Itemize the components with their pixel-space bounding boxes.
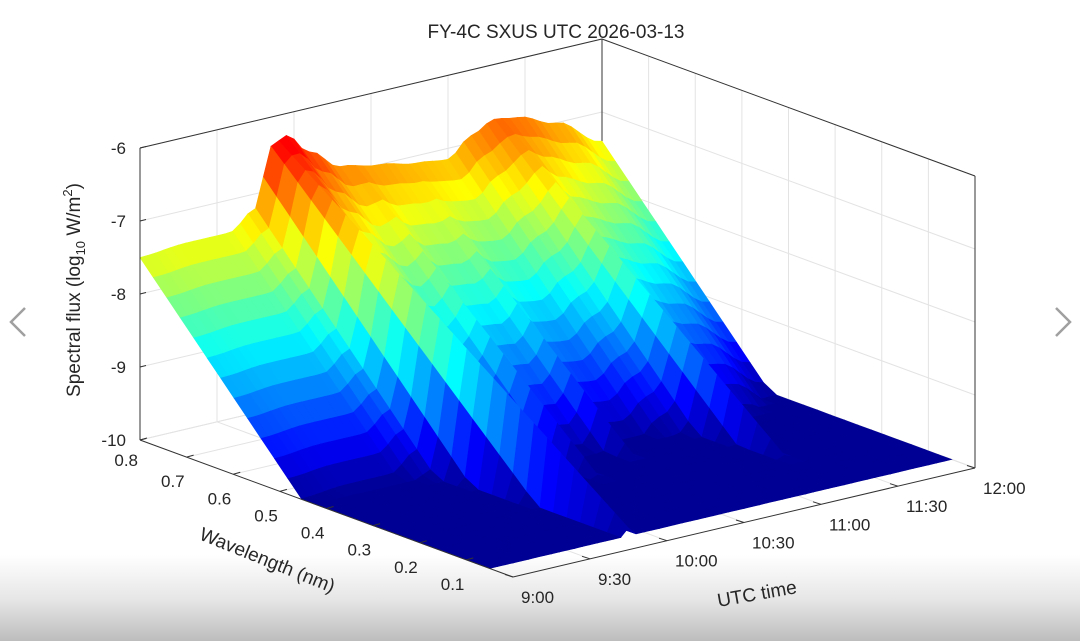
z-tick	[139, 146, 147, 149]
z-tick	[139, 365, 147, 368]
x-axis-label: UTC time	[716, 577, 799, 612]
y-tick	[233, 471, 241, 475]
x-tick	[966, 465, 976, 469]
x-tick-label: 10:30	[752, 534, 795, 553]
z-tick-label: -6	[111, 139, 126, 158]
axes: -6 -7 -8 -9 -10 0.1 0.2 0.3 0.4 0.5 0.6 0.7 0.8 9:00 9…	[101, 139, 1025, 607]
y-tick	[466, 557, 474, 561]
y-tick-label: 0.8	[114, 451, 138, 470]
x-tick-label: 11:30	[906, 497, 947, 516]
x-tick	[735, 519, 745, 523]
y-tick	[186, 454, 194, 458]
z-label-sup: 2	[60, 189, 75, 196]
z-tick-label: -9	[111, 358, 126, 377]
box-edge	[139, 38, 603, 149]
y-tick-label: 0.6	[208, 489, 232, 508]
y-tick-label: 0.5	[254, 506, 278, 525]
chevron-left-icon	[9, 307, 26, 337]
box-edge	[601, 38, 976, 177]
z-label-main: Spectral flux (log	[64, 255, 85, 397]
x-tick-label: 10:00	[675, 552, 718, 571]
x-tick-label: 9:00	[521, 588, 554, 607]
y-tick-label: 0.1	[441, 575, 465, 594]
y-tick	[279, 488, 288, 492]
z-label-sub: 10	[73, 241, 88, 255]
z-tick-label: -8	[111, 285, 126, 304]
y-tick-label: 0.2	[394, 558, 418, 577]
x-tick	[504, 574, 514, 578]
x-tick-label: 12:00	[983, 479, 1026, 498]
next-image-button[interactable]	[1048, 300, 1078, 344]
x-tick-label: 11:00	[829, 515, 870, 534]
x-tick-label: 9:30	[598, 570, 631, 589]
grid-line	[601, 184, 976, 323]
surface	[139, 116, 953, 569]
x-tick	[658, 537, 668, 542]
y-tick-label: 0.7	[161, 472, 185, 491]
x-tick	[812, 501, 822, 505]
z-label-mid: W/m	[64, 197, 85, 241]
chart-title: FY-4C SXUS UTC 2026-03-13	[428, 22, 685, 43]
z-tick	[139, 219, 147, 222]
y-tick	[326, 506, 334, 509]
y-tick	[372, 523, 381, 527]
y-tick-label: 0.3	[347, 541, 371, 560]
z-axis-label: Spectral flux (log10 W/m2)	[60, 183, 88, 397]
y-tick-label: 0.4	[301, 524, 325, 543]
x-tick	[889, 483, 899, 487]
x-tick	[581, 555, 591, 560]
z-label-end: )	[64, 183, 85, 189]
y-tick	[419, 540, 427, 544]
y-tick	[139, 437, 148, 441]
chevron-right-icon	[1055, 307, 1072, 337]
z-tick	[139, 292, 147, 295]
grid-line	[601, 111, 976, 250]
z-tick-label: -7	[111, 212, 126, 231]
z-tick-label: -10	[101, 431, 126, 450]
previous-image-button[interactable]	[3, 300, 33, 344]
